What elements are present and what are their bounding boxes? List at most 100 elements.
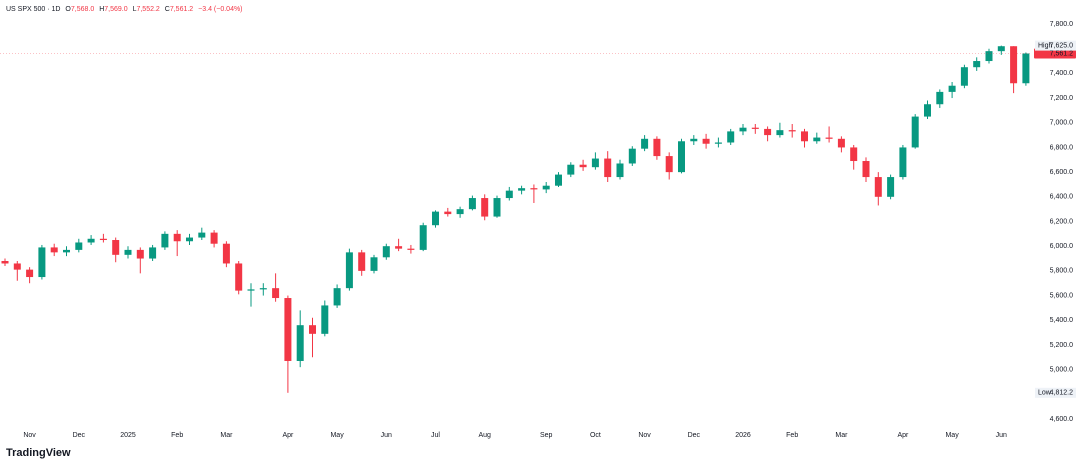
x-tick-label: Dec [73, 432, 86, 439]
candle-body [505, 190, 513, 199]
y-tick-label: 7,000.0 [1050, 120, 1073, 127]
candle-body [99, 238, 107, 241]
x-tick-label: Nov [638, 432, 651, 439]
candle-body [825, 137, 833, 139]
x-tick-label: Jun [381, 432, 392, 439]
candle-body [1010, 46, 1018, 84]
high-tag [1035, 40, 1076, 51]
candle-body [63, 249, 70, 253]
candle-body [530, 188, 538, 190]
candle-body [173, 233, 181, 242]
y-tick-label: 6,600.0 [1050, 169, 1073, 176]
candle-body [899, 147, 907, 178]
x-tick-label: Feb [171, 432, 183, 439]
candle-body [604, 158, 612, 178]
last-price-label: 7,561.2 [1050, 50, 1073, 57]
candle-body [136, 249, 144, 259]
candle-body [776, 130, 784, 136]
candle-body [370, 257, 378, 271]
y-tick-label: 5,200.0 [1050, 342, 1073, 349]
candle-body [13, 263, 21, 270]
candle-body [678, 141, 685, 173]
low-tag [1035, 387, 1076, 398]
x-tick-label: Apr [897, 432, 909, 439]
candle-body [911, 116, 919, 148]
candle-body [296, 325, 304, 361]
high-value: 7,625.0 [1050, 42, 1073, 49]
candle-body [518, 188, 526, 191]
candle-body [1, 261, 9, 264]
candle-body [764, 128, 772, 136]
candle-body [456, 209, 464, 215]
candle-body [579, 164, 587, 168]
candle-body [997, 46, 1005, 52]
candle-body [272, 288, 280, 299]
candle-body [936, 91, 944, 105]
candle-body [1022, 53, 1030, 84]
candle-body [161, 233, 169, 248]
candle-body [309, 325, 316, 334]
candle-body [714, 142, 722, 144]
candle-body [284, 298, 292, 361]
y-tick-label: 6,200.0 [1050, 218, 1073, 225]
candle-body [788, 130, 796, 132]
candle-body [985, 51, 993, 62]
x-tick-label: Aug [478, 432, 491, 439]
candle-body [973, 61, 981, 68]
candle-body [124, 249, 132, 255]
candle-body [653, 138, 661, 157]
legend-key: L [132, 6, 137, 13]
candle-body [321, 305, 329, 334]
x-tick-label: Dec [688, 432, 701, 439]
candle-body [259, 288, 267, 290]
candle-body [702, 138, 710, 144]
candle-body [850, 147, 858, 162]
candle-body [26, 269, 34, 278]
candle-body [837, 138, 845, 148]
y-tick-label: 4,600.0 [1050, 416, 1073, 423]
candle-body [87, 238, 95, 243]
x-tick-label: Jun [996, 432, 1007, 439]
candle-body [739, 127, 747, 132]
candle-body [149, 247, 157, 259]
candle-body [333, 288, 341, 306]
candle-body [235, 263, 243, 291]
candle-body [887, 177, 895, 197]
candle-body [555, 174, 562, 186]
x-tick-label: Oct [590, 432, 601, 439]
x-tick-label: May [945, 432, 959, 439]
candle-body [222, 243, 230, 264]
candle-body [444, 211, 452, 215]
candle-body [924, 104, 931, 117]
y-tick-label: 5,600.0 [1050, 292, 1073, 299]
symbol-title: US SPX 500 · 1D [6, 6, 61, 13]
candle-body [358, 252, 366, 271]
y-tick-label: 6,400.0 [1050, 194, 1073, 201]
x-tick-label: 2026 [735, 432, 751, 439]
brand-logo[interactable]: TradingView [6, 447, 71, 459]
candle-body [874, 177, 882, 197]
legend-key: C [164, 6, 170, 13]
candle-body [542, 185, 550, 190]
x-tick-label: Sep [540, 432, 553, 439]
candle-body [665, 156, 673, 173]
x-tick-label: Jul [431, 432, 440, 439]
x-tick-label: Mar [835, 432, 848, 439]
symbol-legend: US SPX 500 · 1D O7,568.0 H7,569.0 L7,552… [6, 6, 246, 13]
candle-body [407, 248, 415, 250]
y-tick-label: 7,200.0 [1050, 95, 1073, 102]
brand-text[interactable]: TradingView [6, 447, 71, 459]
y-tick-label: 6,800.0 [1050, 144, 1073, 151]
candle-body [468, 198, 476, 210]
y-tick-label: 7,400.0 [1050, 70, 1073, 77]
legend-value: 7,568.0 [70, 6, 95, 13]
legend-value: 7,569.0 [104, 6, 128, 13]
candle-body [50, 247, 58, 253]
y-tick-label: 5,800.0 [1050, 268, 1073, 275]
x-tick-label: Feb [786, 432, 798, 439]
low-label: Low [1038, 390, 1052, 397]
candle-body [38, 247, 46, 278]
x-tick-label: May [330, 432, 344, 439]
